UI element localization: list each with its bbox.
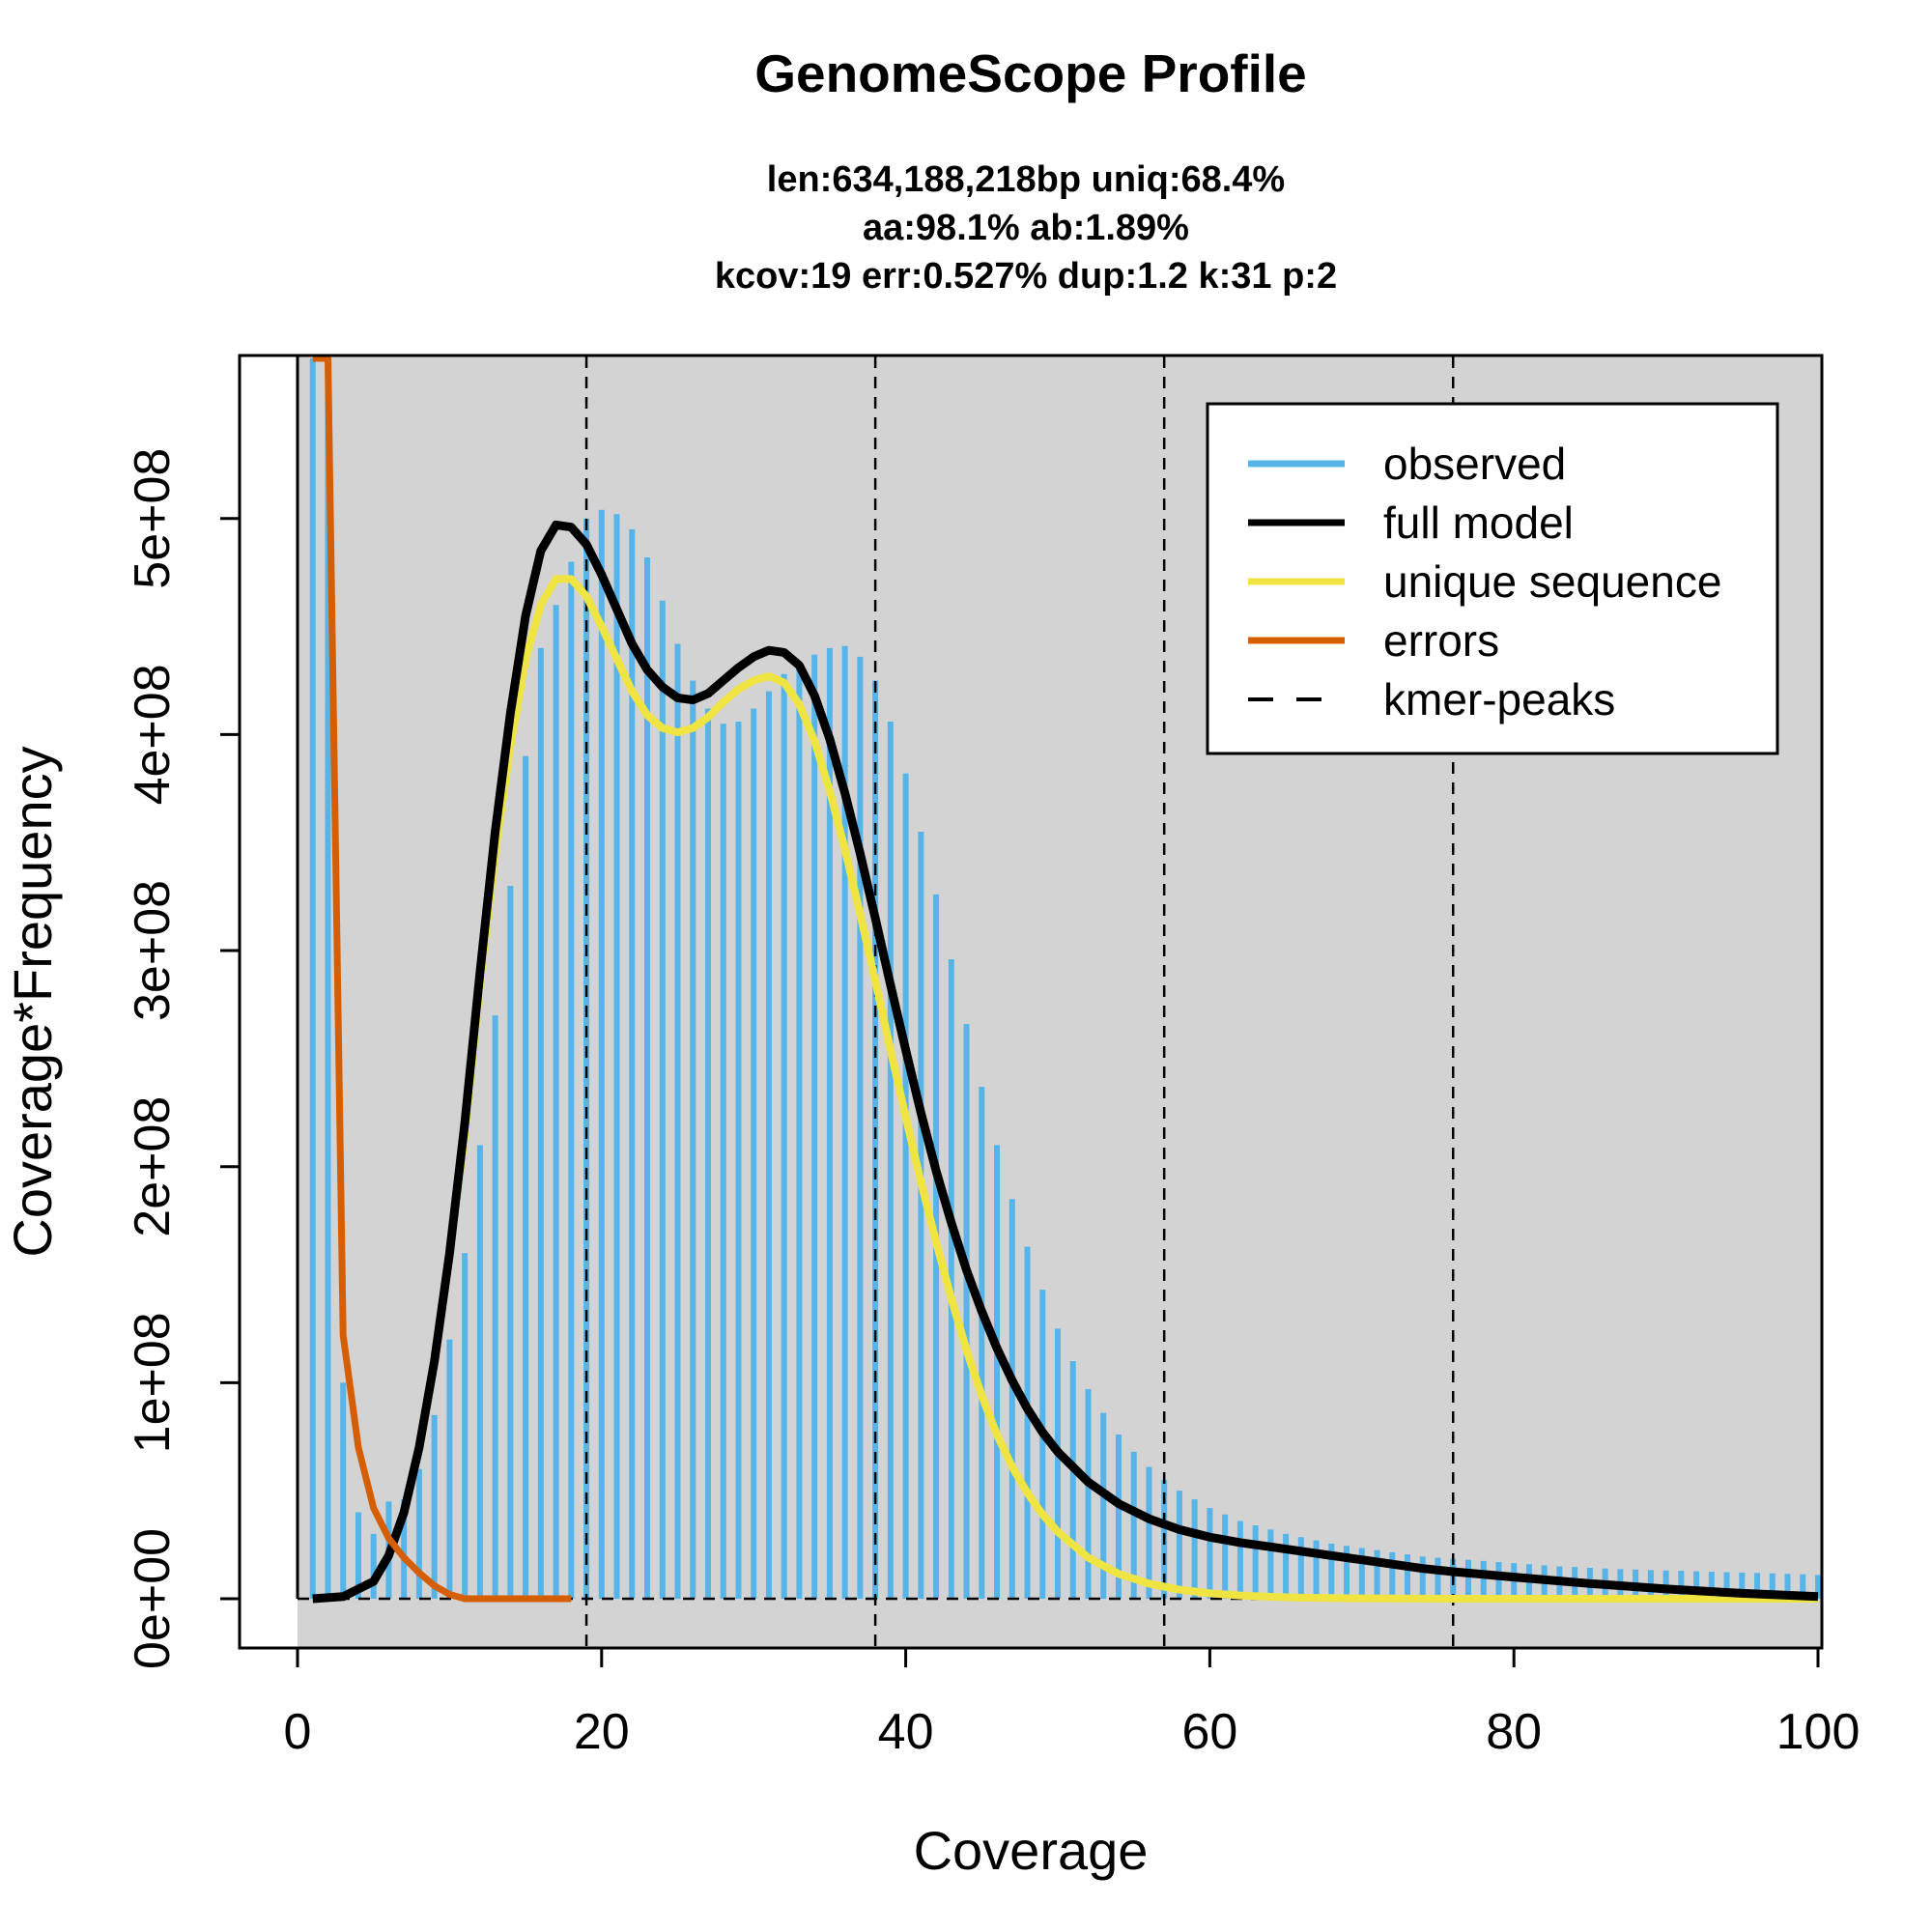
y-axis-label: Coverage*Frequency xyxy=(2,746,63,1257)
y-tick-label: 0e+00 xyxy=(125,1528,181,1669)
legend-label-errors: errors xyxy=(1383,615,1499,666)
legend: observed full model unique sequence errors k… xyxy=(1206,402,1779,755)
y-tick-label: 1e+08 xyxy=(125,1312,181,1453)
x-tick-label: 80 xyxy=(1486,1704,1542,1760)
plot-area-left-white xyxy=(241,356,297,1647)
y-tick-label: 4e+08 xyxy=(125,664,181,805)
x-axis: 0 20 40 60 80 100 xyxy=(284,1646,1861,1760)
legend-label-unique-sequence: unique sequence xyxy=(1383,556,1721,607)
x-tick-label: 40 xyxy=(878,1704,934,1760)
legend-label-full-model: full model xyxy=(1383,497,1574,548)
x-axis-label: Coverage xyxy=(914,1820,1149,1881)
errors-line xyxy=(312,355,572,1603)
x-tick-label: 0 xyxy=(284,1704,312,1760)
chart-subtitle-line-2: aa:98.1% ab:1.89% xyxy=(863,208,1189,248)
y-tick-label: 5e+08 xyxy=(125,448,181,589)
chart-title: GenomeScope Profile xyxy=(754,43,1307,103)
legend-label-observed: observed xyxy=(1383,439,1566,489)
x-tick-label: 20 xyxy=(574,1704,630,1760)
legend-label-kmer-peaks: kmer-peaks xyxy=(1383,674,1615,724)
x-tick-label: 60 xyxy=(1181,1704,1237,1760)
chart-subtitle-line-1: len:634,188,218bp uniq:68.4% xyxy=(767,159,1285,200)
full-model-line xyxy=(312,520,1819,1604)
chart-subtitle-line-3: kcov:19 err:0.527% dup:1.2 k:31 p:2 xyxy=(715,256,1337,297)
y-tick-label: 3e+08 xyxy=(125,880,181,1021)
model-lines xyxy=(312,355,1819,1604)
y-tick-label: 2e+08 xyxy=(125,1096,181,1237)
x-tick-label: 100 xyxy=(1776,1704,1861,1760)
legend-items: observed full model unique sequence errors k… xyxy=(1248,439,1721,724)
y-axis: 0e+00 1e+08 2e+08 3e+08 4e+08 5e+08 xyxy=(125,448,242,1669)
